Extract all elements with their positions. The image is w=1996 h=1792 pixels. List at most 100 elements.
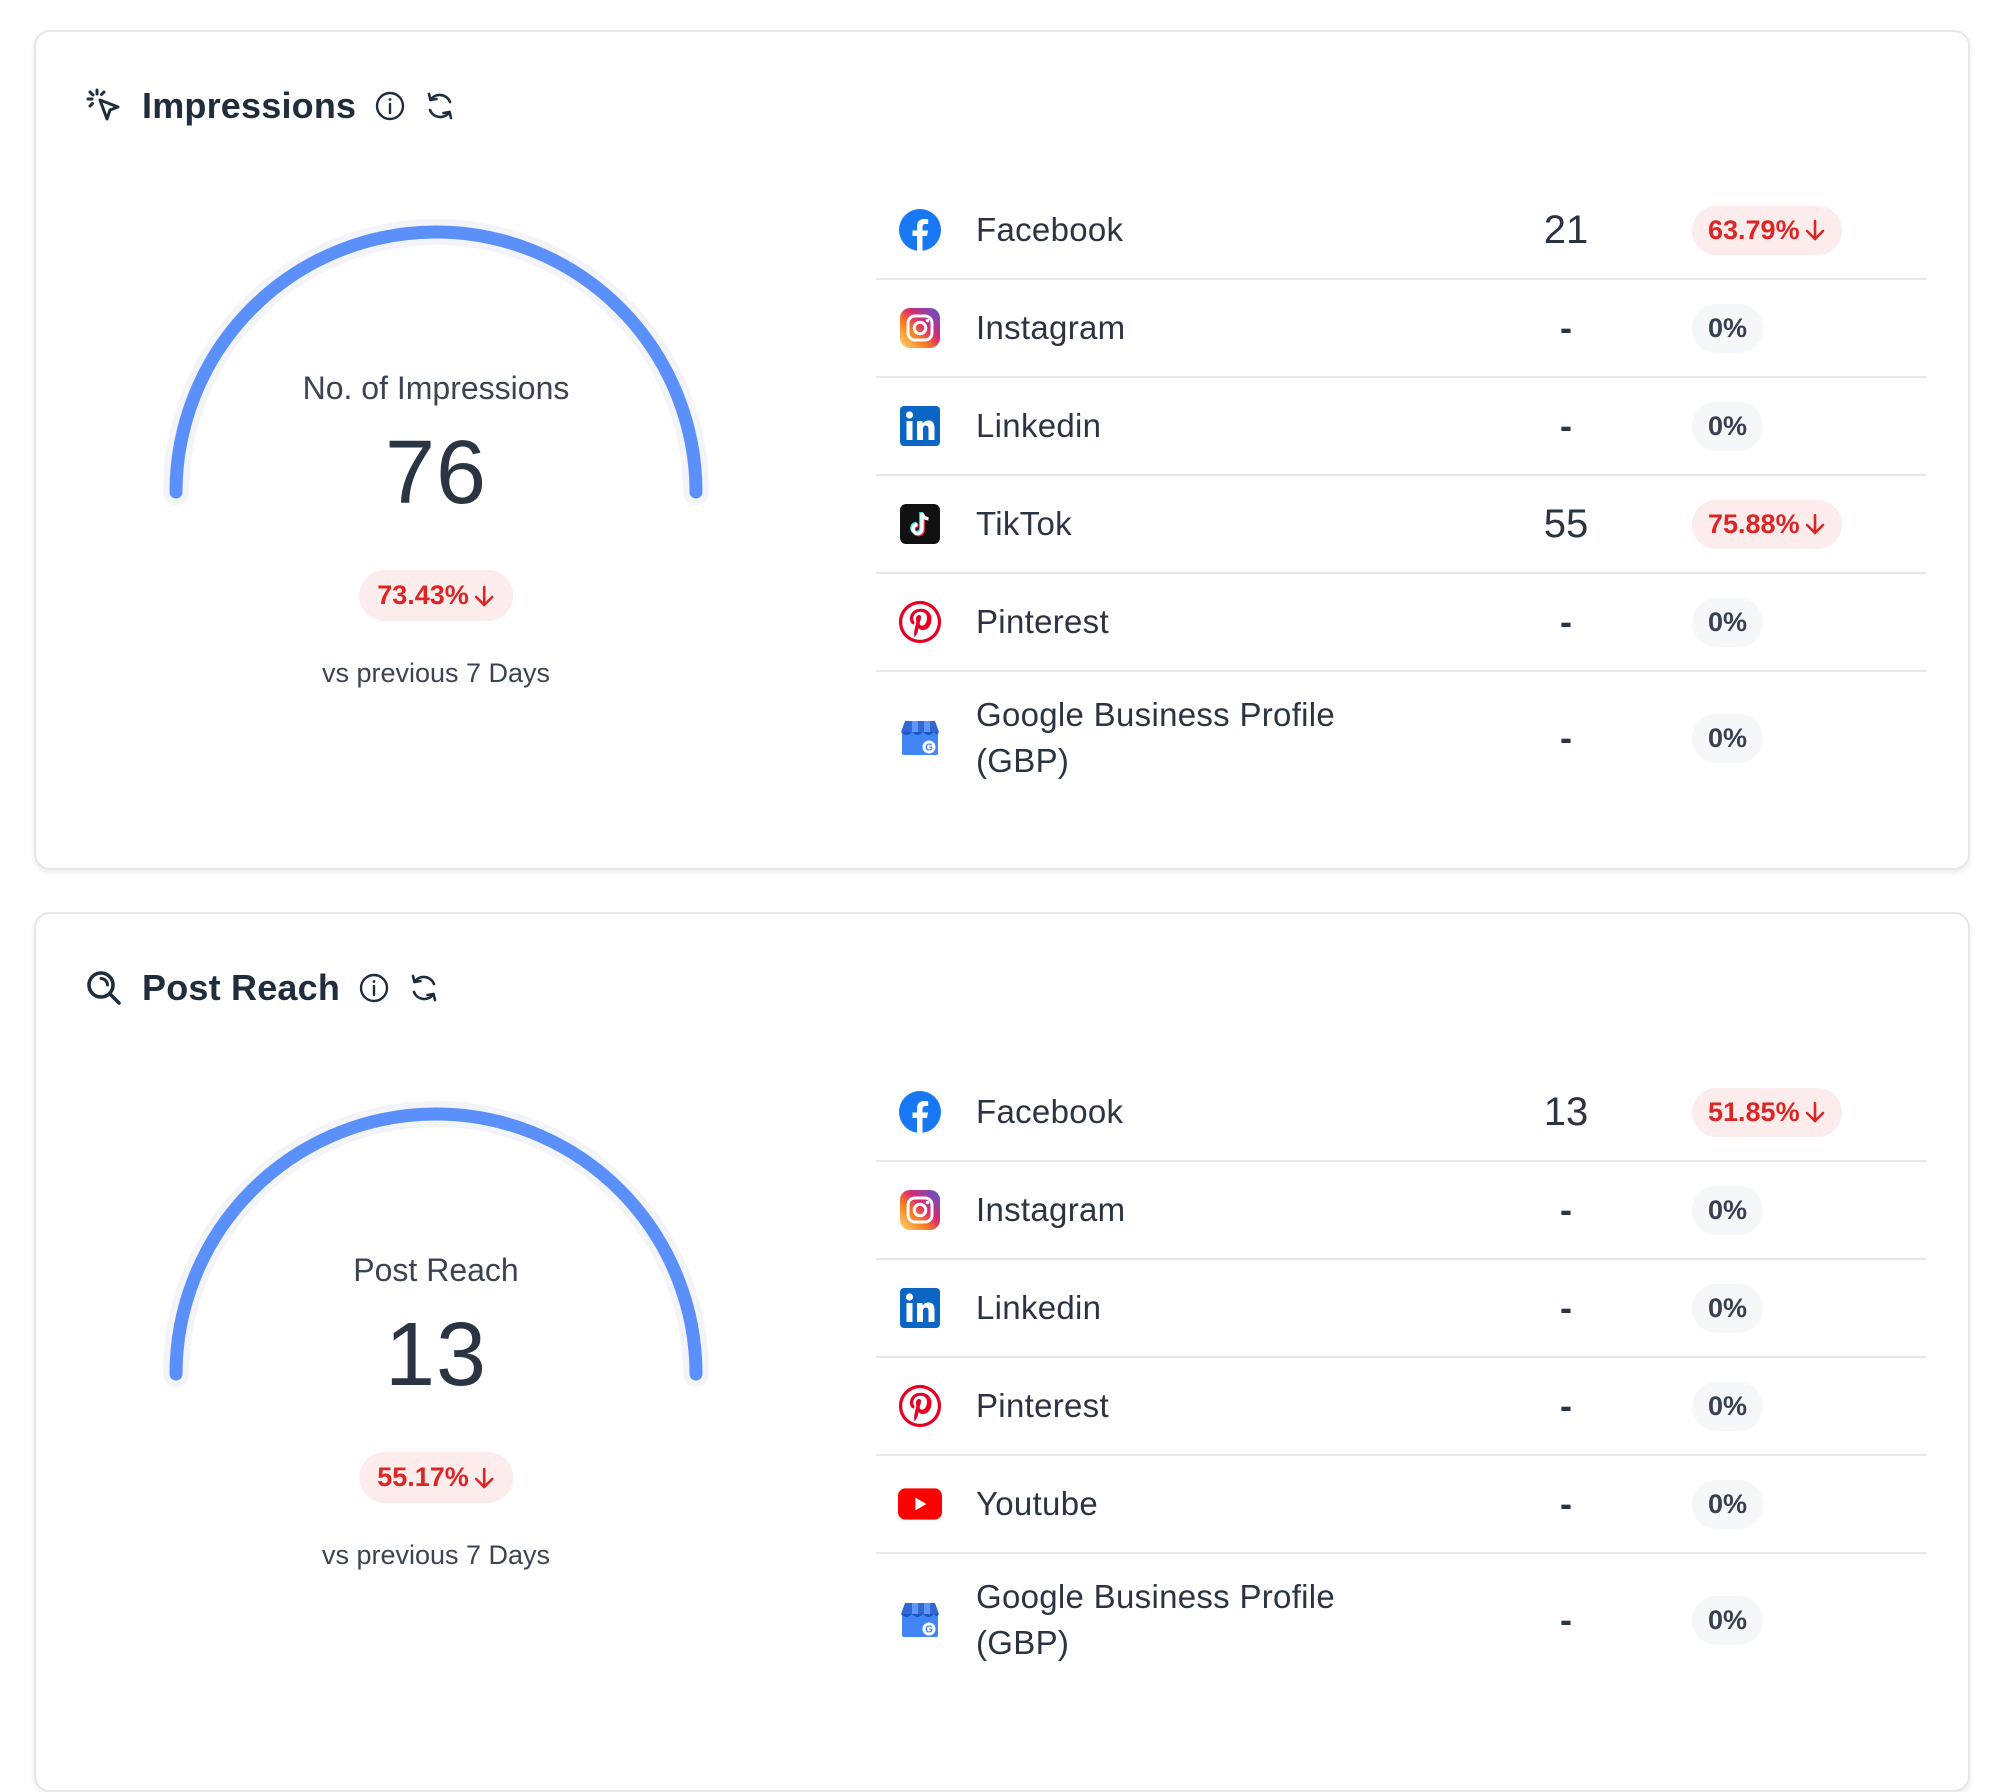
platform-name: Linkedin [976,1289,1102,1326]
platform-value: - [1560,405,1572,446]
platform-name: Facebook [976,1093,1124,1130]
impressions-title: Impressions [142,85,357,126]
platform-change: 51.85% [1692,1087,1842,1137]
facebook-icon [898,1090,942,1134]
impressions-gauge: No. of Impressions 76 73.43% vs previous… [156,182,716,702]
info-icon[interactable] [358,972,390,1004]
platform-change-value: 0% [1708,312,1748,343]
platform-name: Pinterest [976,1387,1109,1424]
refresh-icon[interactable] [424,90,456,122]
platform-change-value: 0% [1708,1390,1748,1421]
platform-name: Pinterest [976,603,1109,640]
arrow-down-icon [473,1466,495,1490]
platform-change-value: 75.88% [1708,508,1800,539]
list-item: Instagram - 0% [876,1162,1926,1260]
impressions-header: Impressions [84,76,474,136]
platform-change-value: 0% [1708,606,1748,637]
arrow-down-icon [1804,512,1826,536]
platform-change-value: 0% [1708,722,1748,753]
platform-change: 75.88% [1692,499,1842,549]
svg-text:G: G [925,743,933,754]
platform-change-value: 0% [1708,1488,1748,1519]
facebook-icon [898,208,942,252]
impressions-card: Impressions No. of Impressions 76 73.43 [34,30,1970,870]
platform-change: 0% [1692,1595,1764,1645]
info-icon[interactable] [374,90,406,122]
list-item: Instagram - 0% [876,280,1926,378]
gauge-label: No. of Impressions [302,370,570,406]
linkedin-icon [898,1286,942,1330]
platform-value: - [1560,307,1572,348]
platform-change-value: 0% [1708,410,1748,441]
list-item: Facebook 13 51.85% [876,1064,1926,1162]
platform-change: 0% [1692,1381,1764,1431]
list-item: G Google Business Profile (GBP) - 0% [876,672,1926,804]
platform-name: Youtube [976,1485,1099,1522]
platform-change: 0% [1692,303,1764,353]
comparison-text: vs previous 7 Days [321,1540,551,1570]
platform-change-value: 51.85% [1708,1096,1800,1127]
instagram-icon [898,306,942,350]
search-icon [84,968,124,1008]
platform-value: - [1560,1483,1572,1524]
gauge-value: 76 [384,423,488,523]
list-item: Pinterest - 0% [876,1358,1926,1456]
gauge-value: 13 [384,1305,488,1405]
list-item: Linkedin - 0% [876,1260,1926,1358]
gauge-label: Post Reach [353,1252,519,1288]
platform-change: 63.79% [1692,205,1842,255]
tiktok-icon [898,502,942,546]
platform-change-value: 0% [1708,1194,1748,1225]
platform-name: Instagram [976,1191,1126,1228]
google-business-icon: G [898,716,942,760]
platform-value: 21 [1543,207,1589,252]
cursor-click-icon [84,86,124,126]
list-item: G Google Business Profile (GBP) - 0% [876,1554,1926,1686]
platform-value: - [1560,1599,1572,1640]
gauge-arc [163,1101,709,1387]
platform-change: 0% [1692,1283,1764,1333]
platform-change-value: 0% [1708,1292,1748,1323]
platform-change-value: 0% [1708,1604,1748,1635]
platform-name: Instagram [976,309,1126,346]
platform-value: - [1560,1385,1572,1426]
platform-name: Google Business Profile (GBP) [976,1578,1336,1661]
instagram-icon [898,1188,942,1232]
platform-change: 0% [1692,1185,1764,1235]
list-item: TikTok 55 75.88% [876,476,1926,574]
platform-change-value: 63.79% [1708,214,1800,245]
post-reach-title: Post Reach [142,967,341,1008]
refresh-icon[interactable] [408,972,440,1004]
platform-value: - [1560,717,1572,758]
platform-name: Linkedin [976,407,1102,444]
platform-value: - [1560,1189,1572,1230]
change-badge: 73.43% [359,570,513,621]
platform-change: 0% [1692,1479,1764,1529]
list-item: Facebook 21 63.79% [876,182,1926,280]
linkedin-icon [898,404,942,448]
impressions-platform-list: Facebook 21 63.79% Instagram - 0% Linked… [876,182,1926,804]
svg-text:G: G [925,1625,933,1636]
youtube-icon [898,1482,942,1526]
platform-change: 0% [1692,401,1764,451]
post-reach-card: Post Reach Post Reach 13 55.17% [34,912,1970,1792]
platform-name: Google Business Profile (GBP) [976,696,1336,779]
platform-change: 0% [1692,597,1764,647]
change-badge: 55.17% [359,1452,513,1503]
post-reach-gauge: Post Reach 13 55.17% vs previous 7 Days [156,1064,716,1584]
post-reach-header: Post Reach [84,958,458,1018]
google-business-icon: G [898,1598,942,1642]
platform-value: 55 [1543,501,1589,546]
platform-change: 0% [1692,713,1764,763]
platform-name: Facebook [976,211,1124,248]
list-item: Youtube - 0% [876,1456,1926,1554]
pinterest-icon [898,600,942,644]
change-value: 55.17% [377,1462,469,1492]
list-item: Linkedin - 0% [876,378,1926,476]
platform-value: - [1560,601,1572,642]
platform-value: - [1560,1287,1572,1328]
arrow-down-icon [473,584,495,608]
gauge-arc [163,219,709,505]
platform-name: TikTok [976,505,1072,542]
arrow-down-icon [1804,218,1826,242]
